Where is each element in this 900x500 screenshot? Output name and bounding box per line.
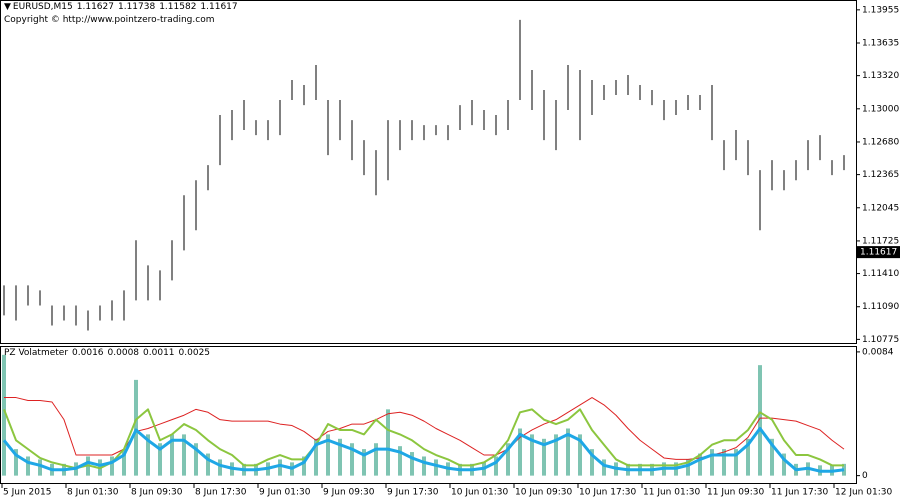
histogram-bar (422, 456, 426, 476)
histogram-bar (746, 438, 750, 476)
open: 1.11627 (76, 2, 114, 12)
y-tick-label: 1.11725 (862, 236, 899, 246)
histogram-bar (782, 453, 786, 476)
histogram-bar (770, 438, 774, 476)
histogram-bar (698, 453, 702, 476)
indicator-value: 0.0016 (72, 348, 104, 358)
histogram-bar (686, 459, 690, 476)
histogram-bar (110, 456, 114, 476)
histogram-bar (146, 434, 150, 476)
symbol: EURUSD,M15 (12, 2, 73, 12)
x-tick-label: 10 Jun 17:30 (579, 488, 636, 498)
histogram-bar (434, 459, 438, 476)
histogram-bar (14, 449, 18, 476)
histogram-bar (218, 459, 222, 476)
price-pane-frame (0, 0, 857, 344)
histogram-bar (194, 443, 198, 476)
y-tick-label: 1.13000 (862, 104, 899, 114)
indicator-line (2, 426, 845, 473)
y-tick-label: 1.13320 (862, 71, 899, 81)
histogram-bar (602, 459, 606, 476)
histogram-bar (554, 434, 558, 476)
x-tick-label: 12 Jun 01:30 (835, 488, 892, 498)
histogram-bar (374, 443, 378, 476)
histogram-bar (566, 428, 570, 476)
copyright: Copyright © http://www.pointzero-trading… (4, 15, 215, 25)
y-tick-label: 1.11090 (862, 302, 899, 312)
x-tick-label: 11 Jun 01:30 (643, 488, 700, 498)
last-price-box (857, 246, 900, 259)
histogram-bar (302, 456, 306, 476)
histogram-bar (518, 428, 522, 476)
histogram-bar (494, 456, 498, 476)
histogram-bar (758, 365, 762, 476)
x-tick-label: 9 Jun 09:30 (323, 488, 375, 498)
indicator-pane-frame (0, 346, 857, 484)
last-price-label: 1.11617 (860, 248, 897, 258)
close: 1.11617 (200, 2, 238, 12)
histogram-bar (722, 449, 726, 476)
histogram-bar (206, 453, 210, 476)
x-tick-label: 10 Jun 01:30 (451, 488, 508, 498)
indicator-value: 0.0008 (107, 348, 140, 358)
x-tick-label: 5 Jun 2015 (3, 488, 51, 498)
y-tick-label: 1.12680 (862, 137, 899, 147)
x-tick-label: 9 Jun 01:30 (259, 488, 311, 498)
x-tick-label: 10 Jun 09:30 (515, 488, 572, 498)
histogram-bar (182, 434, 186, 476)
y-tick-label: 1.12365 (862, 170, 899, 180)
y-tick-label: 0.0084 (862, 347, 894, 357)
x-tick-label: 9 Jun 17:30 (387, 488, 439, 498)
histogram-bar (590, 449, 594, 476)
x-tick-label: 11 Jun 17:30 (771, 488, 828, 498)
x-tick-label: 11 Jun 09:30 (707, 488, 764, 498)
y-tick-label: 1.13955 (862, 5, 899, 15)
histogram-bar (278, 459, 282, 476)
histogram-bar (734, 449, 738, 476)
x-tick-label: 8 Jun 09:30 (131, 488, 183, 498)
histogram-bar (578, 434, 582, 476)
y-tick-label: 1.11410 (862, 269, 899, 279)
histogram-bar (542, 438, 546, 476)
y-tick-label: 1.13635 (862, 39, 899, 49)
x-tick-label: 8 Jun 01:30 (67, 488, 119, 498)
histogram-bar (338, 438, 342, 476)
high: 1.11738 (117, 2, 156, 12)
indicator-value: 0.0011 (143, 348, 175, 358)
indicator-header: PZ Volatmeter 0.0016 0.0008 0.0011 0.0025 (4, 348, 214, 359)
histogram-bar (122, 449, 126, 476)
histogram-bar (170, 434, 174, 476)
histogram-bar (134, 379, 138, 476)
symbol-header: ▼ EURUSD,M15 1.11627 1.11738 1.11582 1.11617 (4, 2, 242, 13)
histogram-bar (350, 443, 354, 476)
histogram-bar (158, 443, 162, 476)
y-tick-label: 1.12045 (862, 203, 899, 213)
histogram-bar (326, 434, 330, 476)
histogram-bar (506, 443, 510, 476)
histogram-bar (314, 438, 318, 476)
histogram-bar (26, 456, 30, 476)
histogram-bar (530, 434, 534, 476)
histogram-bar (362, 449, 366, 476)
indicator-line (3, 408, 844, 470)
indicator-title: PZ Volatmeter (4, 348, 69, 358)
y-tick-label: 1.10775 (862, 335, 899, 345)
histogram-bar (2, 354, 6, 476)
histogram-bar (398, 446, 402, 476)
histogram-bar (386, 409, 390, 476)
indicator-value: 0.0025 (178, 348, 211, 358)
histogram-bar (710, 449, 714, 476)
dropdown-arrow[interactable]: ▼ (4, 2, 11, 12)
low: 1.11582 (159, 2, 197, 12)
x-tick-label: 8 Jun 17:30 (195, 488, 247, 498)
histogram-bar (410, 452, 414, 476)
histogram-bar (38, 459, 42, 476)
y-tick-label: 0 (862, 471, 868, 481)
